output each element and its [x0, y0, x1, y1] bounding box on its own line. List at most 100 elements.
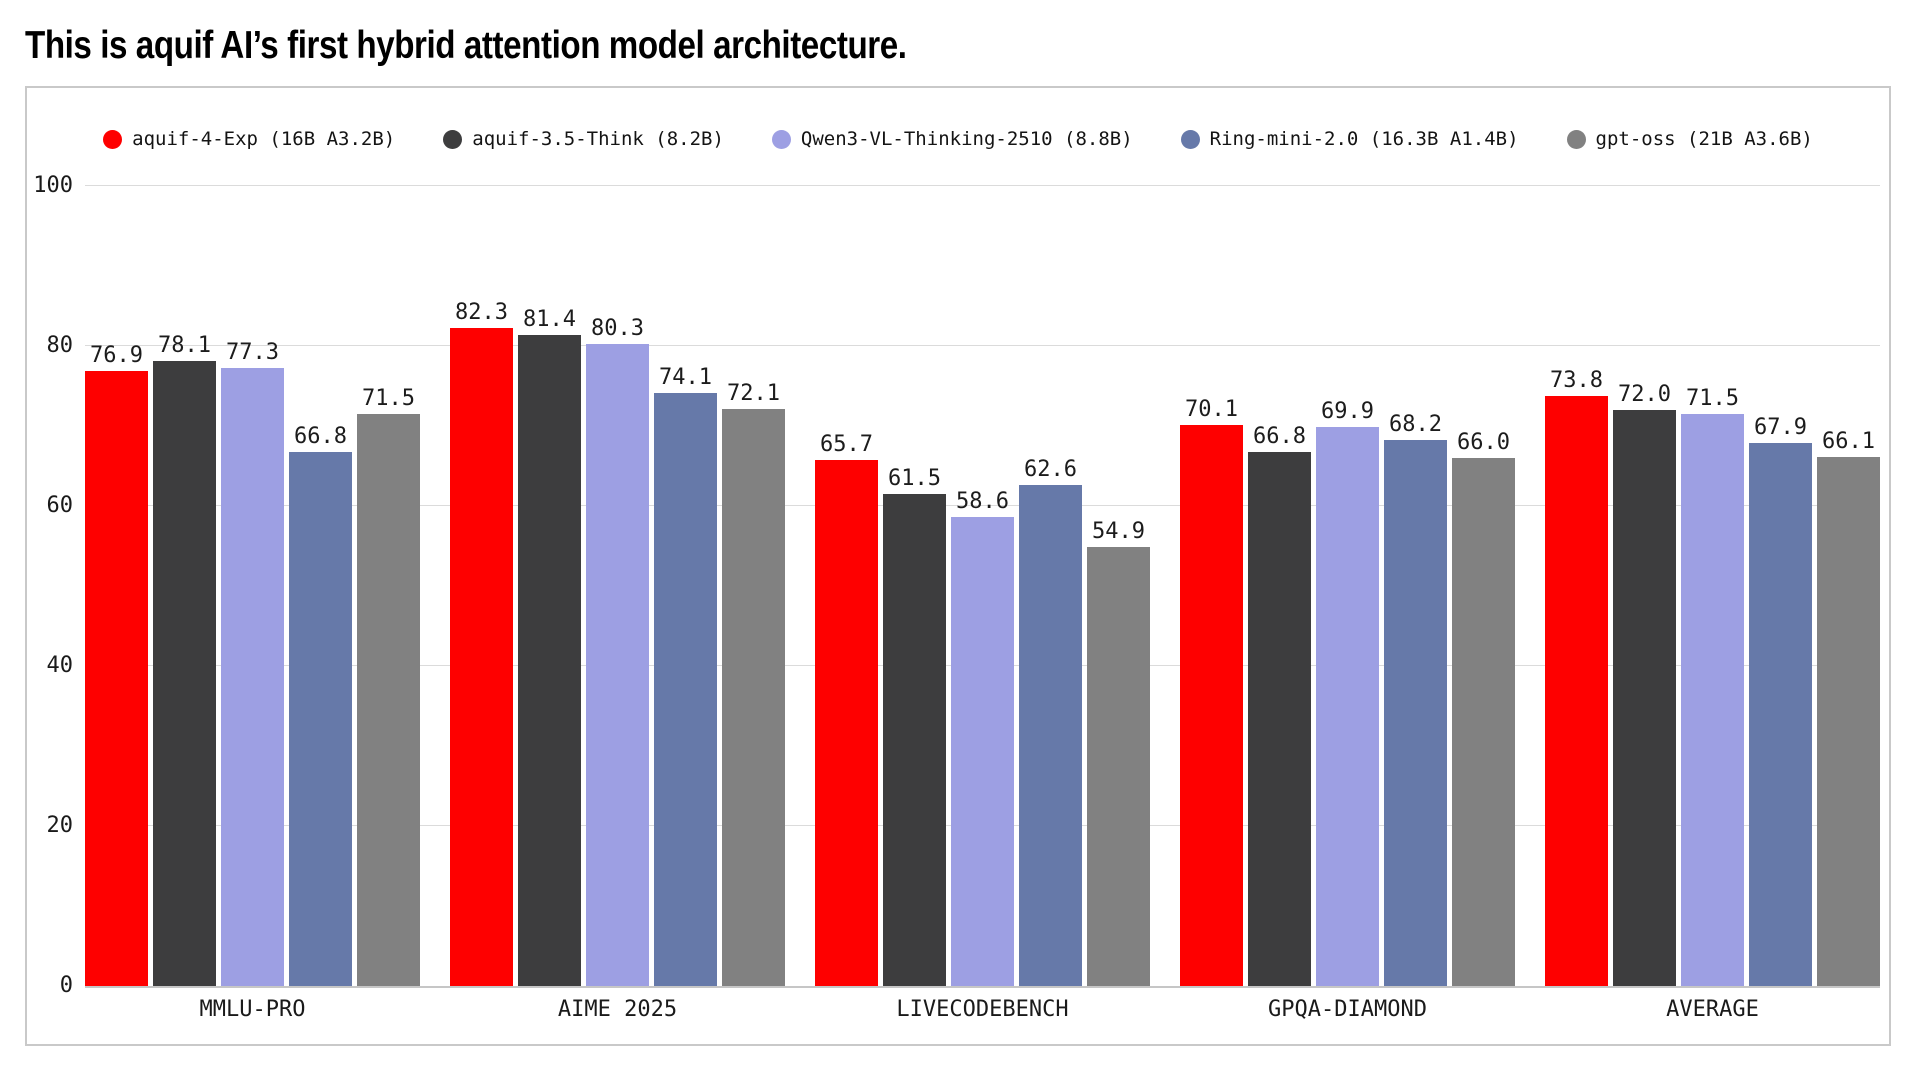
bar: [1316, 426, 1379, 986]
bar: [815, 460, 878, 986]
bar: [1248, 451, 1311, 986]
bar-value-label: 62.6: [1024, 457, 1077, 483]
bar-wrap: 58.6: [951, 186, 1014, 986]
bar-value-label: 68.2: [1389, 412, 1442, 438]
x-axis-category-label: AIME 2025: [557, 997, 678, 1022]
bar-wrap: 71.5: [357, 186, 420, 986]
gridline: [85, 185, 1880, 186]
bar-value-label: 81.4: [523, 306, 576, 332]
bar-groups: 76.9 78.1 77.3 66.8 71.5 MMLU-PRO 82.3 81.4 80.3…: [85, 186, 1880, 1022]
legend-item: aquif-3.5-Think (8.2B): [443, 128, 724, 150]
bar-value-label: 70.1: [1185, 397, 1238, 423]
y-tick-label: 0: [59, 973, 73, 998]
bar-wrap: 68.2: [1384, 186, 1447, 986]
bar-value-label: 73.8: [1550, 367, 1603, 393]
bar-value-label: 65.7: [820, 432, 873, 458]
bar-value-label: 71.5: [1686, 386, 1739, 411]
bar-wrap: 62.6: [1019, 186, 1082, 986]
bar-value-label: 58.6: [956, 489, 1009, 515]
page-title: This is aquif AI’s first hybrid attentio…: [25, 24, 907, 67]
legend-label: aquif-3.5-Think (8.2B): [472, 128, 724, 150]
bar-wrap: 54.9: [1087, 186, 1150, 986]
bar-wrap: 82.3: [450, 186, 513, 986]
bar-wrap: 66.0: [1452, 186, 1515, 986]
bar-wrap: 70.1: [1180, 186, 1243, 986]
bar-wrap: 67.9: [1749, 186, 1812, 986]
bar: [1384, 440, 1447, 986]
bar-value-label: 54.9: [1092, 518, 1145, 544]
bar: [722, 409, 785, 986]
bar: [1817, 457, 1880, 986]
gridline: [85, 345, 1880, 346]
legend-item: Ring-mini-2.0 (16.3B A1.4B): [1180, 128, 1519, 150]
legend-item: aquif-4-Exp (16B A3.2B): [103, 128, 395, 150]
bar: [1681, 414, 1744, 986]
legend: aquif-4-Exp (16B A3.2B) aquif-3.5-Think (…: [27, 128, 1889, 150]
bar-wrap: 72.1: [722, 186, 785, 986]
bar-value-label: 77.3: [226, 339, 279, 365]
bar-value-label: 61.5: [888, 466, 941, 491]
x-axis-category-label: MMLU-PRO: [199, 997, 306, 1022]
legend-label: Ring-mini-2.0 (16.3B A1.4B): [1209, 128, 1519, 150]
bar-value-label: 72.1: [727, 381, 780, 407]
legend-marker-icon: [1566, 129, 1586, 149]
bar-value-label: 74.1: [659, 365, 712, 391]
bar-value-label: 78.1: [158, 333, 211, 359]
bar: [1019, 485, 1082, 986]
bar: [518, 334, 581, 986]
y-tick-label: 20: [46, 813, 74, 838]
bar-wrap: 61.5: [883, 186, 946, 986]
bar-group: 76.9 78.1 77.3 66.8 71.5 MMLU-PRO: [85, 186, 420, 1022]
bar-value-label: 67.9: [1754, 414, 1807, 440]
bar: [221, 367, 284, 986]
bar-wrap: 74.1: [654, 186, 717, 986]
bar-value-label: 72.0: [1618, 382, 1671, 407]
bar: [357, 414, 420, 986]
legend-marker-icon: [103, 129, 123, 149]
bar-wrap: 78.1: [153, 186, 216, 986]
bar-group: 82.3 81.4 80.3 74.1 72.1 AIME 2025: [450, 186, 785, 1022]
bar-wrap: 77.3: [221, 186, 284, 986]
bar-wrap: 66.8: [1248, 186, 1311, 986]
legend-marker-icon: [771, 129, 791, 149]
legend-marker-icon: [443, 129, 463, 149]
bar-wrap: 76.9: [85, 186, 148, 986]
bar-value-label: 80.3: [591, 315, 644, 341]
chart-card: aquif-4-Exp (16B A3.2B) aquif-3.5-Think (…: [25, 86, 1891, 1046]
legend-item: gpt-oss (21B A3.6B): [1566, 128, 1813, 150]
legend-marker-icon: [1180, 129, 1200, 149]
bar: [1180, 425, 1243, 986]
bar: [450, 327, 513, 986]
bar-value-label: 71.5: [362, 386, 415, 411]
bar: [951, 517, 1014, 986]
bar: [1087, 546, 1150, 986]
bar: [1545, 395, 1608, 986]
bar-value-label: 66.8: [1253, 423, 1306, 449]
bar: [654, 393, 717, 986]
bar-value-label: 76.9: [90, 342, 143, 368]
legend-label: Qwen3-VL-Thinking-2510 (8.8B): [800, 128, 1133, 150]
bar-wrap: 66.1: [1817, 186, 1880, 986]
y-tick-label: 100: [33, 173, 73, 198]
x-axis-category-label: AVERAGE: [1666, 997, 1759, 1022]
bar: [289, 451, 352, 986]
bar: [1613, 410, 1676, 986]
bar: [1452, 458, 1515, 986]
y-tick-label: 60: [46, 493, 74, 518]
bar-value-label: 66.8: [294, 423, 347, 449]
plot-area: 0 20 40 60 80 100 76.9 78.1 77.3 66.8 71.5 MMLU-PR…: [33, 175, 1880, 1022]
bar: [586, 343, 649, 986]
bar: [153, 361, 216, 986]
bar-group: 70.1 66.8 69.9 68.2 66.0 GPQA-DIAMOND: [1180, 186, 1515, 1022]
gridline: [85, 505, 1880, 506]
bar: [85, 370, 148, 986]
bar-wrap: 66.8: [289, 186, 352, 986]
y-tick-label: 80: [46, 333, 74, 358]
legend-item: Qwen3-VL-Thinking-2510 (8.8B): [771, 128, 1133, 150]
legend-label: aquif-4-Exp (16B A3.2B): [132, 128, 396, 150]
y-tick-label: 40: [46, 653, 74, 678]
bar: [1749, 442, 1812, 986]
x-axis-category-label: GPQA-DIAMOND: [1268, 997, 1427, 1022]
bar-wrap: 73.8: [1545, 186, 1608, 986]
bar-value-label: 66.1: [1822, 429, 1875, 455]
